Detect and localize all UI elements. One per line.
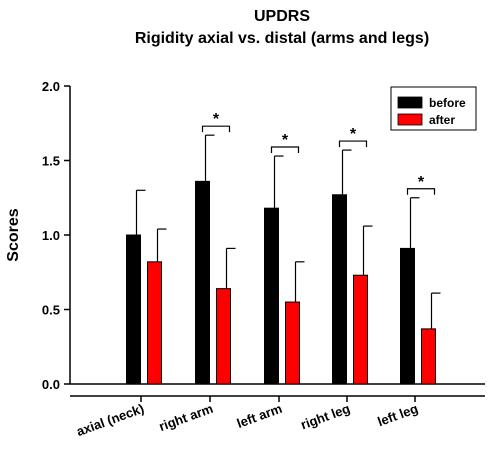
legend-label-after: after xyxy=(429,113,455,127)
chart-title: UPDRS xyxy=(254,8,310,25)
significance-star: * xyxy=(350,126,357,143)
bar-before xyxy=(264,207,279,385)
bar-after xyxy=(216,288,231,385)
x-tick-label: right leg xyxy=(299,401,352,433)
x-tick-label: left arm xyxy=(235,401,284,431)
legend-label-before: before xyxy=(429,96,466,110)
y-tick-label: 1.0 xyxy=(42,228,60,243)
plot-area: 0.0 0.5 1.0 1.5 2.0 axial (neck) right arm left… xyxy=(42,79,485,439)
x-tick-label: left leg xyxy=(376,401,421,429)
bar-before xyxy=(126,234,141,385)
significance-star: * xyxy=(282,132,289,149)
y-tick-label: 1.5 xyxy=(42,154,60,169)
bar-after xyxy=(147,261,162,385)
bar-before xyxy=(400,247,415,385)
significance-bracket xyxy=(406,188,436,195)
y-tick-label: 2.0 xyxy=(42,79,60,94)
x-tick-label: axial (neck) xyxy=(74,401,146,439)
significance-star: * xyxy=(418,174,425,191)
bar-after xyxy=(285,301,300,385)
legend-swatch-before xyxy=(397,96,423,109)
bar-before xyxy=(332,194,347,385)
x-tick-label: right arm xyxy=(157,401,215,434)
significance-bracket xyxy=(201,125,231,133)
significance-star: * xyxy=(213,111,220,128)
y-tick-label: 0.5 xyxy=(42,303,60,318)
legend-swatch-after xyxy=(397,113,423,126)
bar-after xyxy=(421,328,436,385)
chart-subtitle: Rigidity axial vs. distal (arms and legs… xyxy=(135,30,429,47)
y-tick-label: 0.0 xyxy=(42,377,60,392)
significance-bracket xyxy=(338,140,368,148)
y-axis-label: Scores xyxy=(5,208,22,261)
significance-bracket xyxy=(270,146,300,154)
bar-before xyxy=(195,180,210,385)
bar-after xyxy=(353,274,368,385)
